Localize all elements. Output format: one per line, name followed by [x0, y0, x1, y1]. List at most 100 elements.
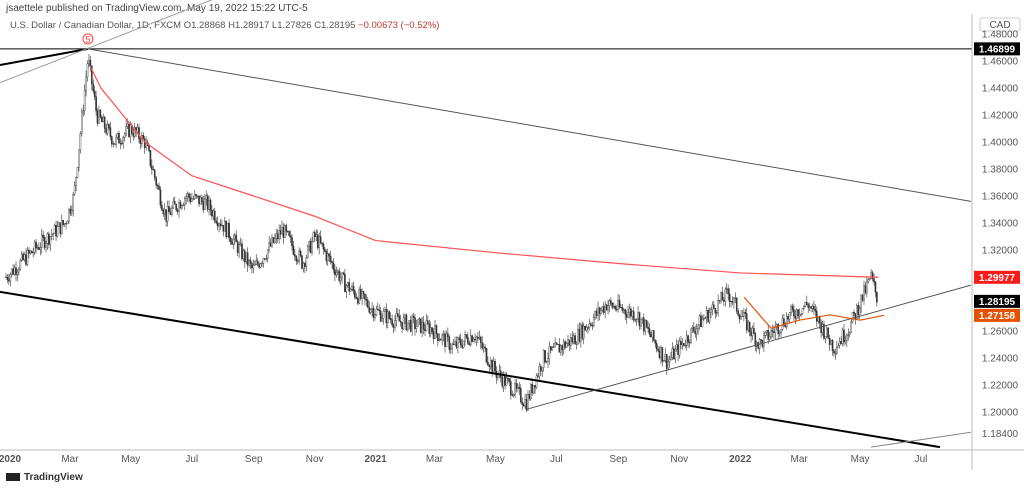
candle-body — [840, 340, 842, 344]
candle-body — [577, 328, 579, 345]
avwap-price-label: 1.27158 — [979, 311, 1016, 322]
candle-body — [745, 313, 748, 331]
candle-body — [471, 335, 473, 342]
candle-body — [502, 374, 505, 387]
candle-body — [318, 236, 320, 249]
candle-body — [620, 306, 622, 308]
candle-body — [388, 311, 391, 319]
candle-body — [58, 222, 60, 227]
logo-icon — [6, 473, 20, 482]
candle-body — [355, 297, 358, 299]
candle-body — [534, 385, 536, 388]
candle-body — [527, 394, 529, 411]
candle-body — [489, 360, 492, 368]
candle-body — [841, 329, 844, 344]
candle-body — [395, 313, 398, 321]
candle-body — [459, 339, 462, 345]
candle-body — [851, 312, 854, 323]
candle-body — [172, 201, 175, 209]
candle-body — [251, 263, 253, 269]
candle-body — [348, 282, 351, 292]
candle-body — [575, 343, 578, 345]
candle-body — [269, 242, 272, 247]
candle-body — [38, 247, 40, 250]
candle-body — [9, 274, 12, 282]
candle-body — [371, 308, 373, 310]
candle-body — [407, 322, 409, 331]
candle-body — [488, 364, 491, 368]
candle-body — [798, 314, 801, 317]
candle-body — [548, 346, 551, 359]
candle-body — [228, 222, 230, 238]
candle-body — [332, 262, 335, 270]
high-price-label: 1.46899 — [979, 44, 1016, 55]
candle-body — [803, 306, 805, 309]
candle-body — [291, 237, 293, 247]
x-tick-label: Mar — [61, 454, 79, 465]
candle-body — [451, 343, 453, 349]
candle-body — [379, 310, 382, 322]
candle-body — [778, 332, 781, 334]
candle-body — [46, 233, 49, 244]
candle-body — [19, 260, 22, 270]
candle-body — [645, 320, 648, 328]
publisher-line: jsaettele published on TradingView.com, … — [6, 3, 308, 14]
candle-body — [213, 210, 216, 222]
candle-body — [63, 223, 66, 225]
candle-body — [602, 306, 605, 313]
candle-body — [48, 233, 50, 245]
candle-body — [381, 318, 383, 322]
candle-body — [727, 288, 729, 295]
y-tick-label: 1.36000 — [982, 192, 1019, 203]
x-tick-label: 2022 — [729, 454, 752, 465]
candle-body — [125, 126, 127, 135]
candle-body — [434, 325, 436, 339]
candle-body — [139, 138, 142, 145]
candle-body — [246, 252, 249, 266]
candle-body — [625, 313, 628, 318]
candle-body — [361, 291, 363, 299]
candle-body — [377, 308, 379, 311]
candle-body — [354, 290, 356, 298]
candle-body — [632, 311, 635, 321]
candle-body — [644, 320, 647, 332]
candle-body — [804, 302, 807, 307]
y-tick-label: 1.40000 — [982, 138, 1019, 149]
candle-body — [454, 341, 456, 345]
candle-body — [128, 123, 130, 137]
candle-body — [714, 308, 717, 314]
candle-body — [791, 306, 794, 311]
candle-body — [715, 312, 718, 314]
candle-body — [105, 128, 107, 134]
candle-body — [398, 315, 401, 322]
candle-body — [421, 321, 423, 333]
candle-body — [402, 317, 405, 329]
candle-body — [216, 222, 219, 227]
candle-body — [424, 328, 426, 332]
candle-body — [763, 335, 765, 347]
candle-body — [211, 210, 213, 217]
candle-body — [509, 381, 512, 395]
candle-body — [648, 328, 651, 335]
x-tick-label: 2020 — [0, 454, 22, 465]
candle-body — [321, 242, 323, 245]
candle-body — [417, 319, 419, 327]
candle-body — [415, 326, 418, 330]
candle-body — [770, 330, 772, 337]
candle-body — [685, 335, 688, 346]
candle-body — [753, 327, 755, 334]
candle-body — [359, 289, 362, 299]
candle-body — [116, 133, 119, 138]
candle-body — [703, 318, 705, 320]
candle-body — [271, 237, 273, 247]
candle-body — [614, 306, 616, 310]
candle-body — [249, 260, 252, 264]
trendline — [0, 290, 941, 449]
candle-body — [324, 248, 326, 252]
candle-body — [82, 110, 85, 113]
candle-body — [507, 377, 509, 380]
trendline — [0, 0, 213, 84]
candle-body — [580, 324, 582, 342]
candle-body — [724, 288, 727, 302]
